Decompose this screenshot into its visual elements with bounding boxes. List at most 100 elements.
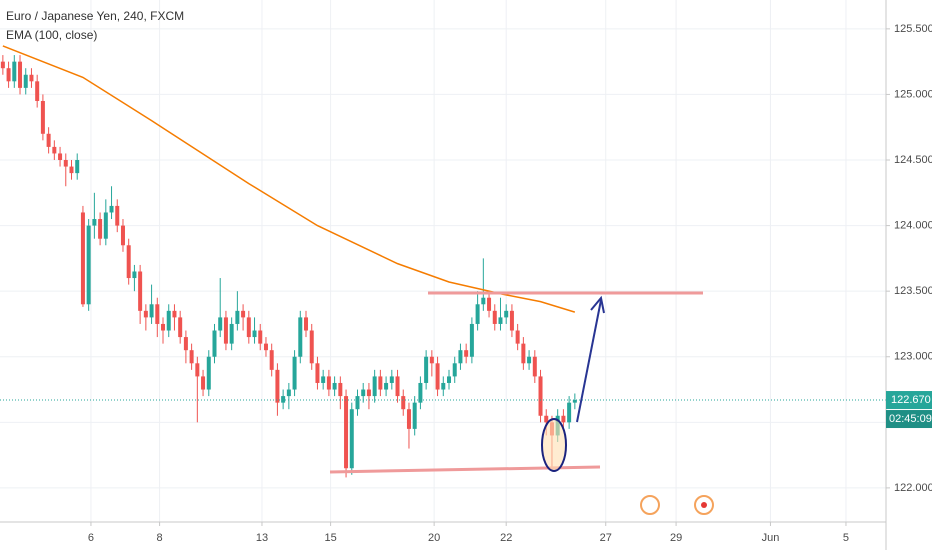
candle-body [98, 219, 103, 239]
x-tick-label: 8 [157, 532, 163, 544]
candle-body [406, 409, 411, 429]
candle-body [29, 74, 34, 82]
candle-body [401, 396, 406, 410]
ema-line [2, 45, 576, 313]
candle-body [75, 160, 80, 174]
plot [0, 45, 886, 478]
candle-body [532, 356, 537, 377]
candle-body [115, 205, 120, 226]
candle-body [143, 310, 148, 318]
candle-body [355, 396, 360, 410]
y-tick-label: 122.000 [894, 482, 932, 494]
candle-body [572, 400, 577, 403]
candle-body [86, 225, 91, 305]
arrow-head [590, 295, 605, 314]
candle-body [435, 363, 440, 390]
candle-body [361, 389, 366, 397]
candle-body [109, 205, 114, 213]
candle-body [567, 402, 572, 423]
candle-body [149, 304, 154, 318]
candle-body [481, 297, 486, 305]
candle-body [447, 376, 452, 383]
candle-body [281, 396, 286, 403]
candle-body [326, 376, 331, 390]
candle-body [201, 376, 206, 390]
candle-body [132, 271, 137, 279]
candle-body [126, 245, 131, 279]
candle-body [515, 330, 520, 344]
event-icon[interactable] [640, 495, 660, 515]
candle-body [338, 382, 343, 397]
candle-body [92, 219, 97, 226]
candle-body [246, 317, 251, 338]
last-price-tag [886, 391, 932, 410]
candle-body [161, 323, 166, 331]
candle-body [172, 310, 177, 318]
candle-body [252, 330, 257, 338]
candle-body [275, 369, 280, 403]
candle-body [395, 376, 400, 397]
candle-body [40, 100, 45, 134]
candle-body [498, 317, 503, 324]
x-tick-label: 6 [88, 532, 94, 544]
candle-body [509, 310, 514, 331]
candle-body [441, 382, 446, 390]
candle-body [218, 317, 223, 331]
candle-body [412, 402, 417, 429]
grid [0, 0, 886, 522]
candle-body [492, 310, 497, 324]
candle-body [452, 363, 457, 377]
candle-body [212, 330, 217, 357]
candle-body [469, 323, 474, 357]
candle-body [378, 376, 383, 390]
candle-body [223, 317, 228, 344]
candle-body [12, 61, 17, 82]
candle-body [366, 389, 371, 397]
candle-body [35, 81, 40, 101]
candle-body [315, 363, 320, 383]
candle-body [292, 356, 297, 390]
candle-body [475, 304, 480, 324]
candle-body [389, 376, 394, 383]
candle-body [18, 61, 23, 88]
x-tick-label: 22 [500, 532, 512, 544]
candle-body [321, 376, 326, 383]
candle-body [241, 310, 246, 318]
y-tick-label: 124.000 [894, 219, 932, 231]
candle-body [298, 317, 303, 357]
candle-body [138, 271, 143, 311]
candle-body [183, 337, 188, 351]
candle-body [504, 310, 509, 318]
candle-body [538, 376, 543, 416]
candle-body [6, 68, 11, 82]
candle-body [458, 350, 463, 364]
countdown-tag [886, 410, 932, 429]
candle-body [309, 330, 314, 364]
x-tick-label: 20 [428, 532, 440, 544]
candle-body [304, 317, 309, 331]
event-dot [701, 502, 707, 508]
candle-body [487, 297, 492, 311]
candle-body [424, 356, 429, 383]
candle-body [178, 317, 183, 338]
candle-body [269, 350, 274, 370]
candle-body [189, 350, 194, 364]
candle-body [195, 363, 200, 377]
candle-body [235, 310, 240, 324]
arrow-line [576, 299, 602, 423]
candle-body [69, 166, 74, 174]
candle-body [206, 356, 211, 390]
y-tick-label: 124.500 [894, 154, 932, 166]
countdown-label: 02:45:09 [889, 413, 932, 425]
candle-body [464, 350, 469, 357]
axis-labels: 122.000122.500123.000123.500124.000124.5… [88, 23, 932, 544]
x-tick-label: 29 [670, 532, 682, 544]
candle-body [263, 343, 268, 351]
candle-body [52, 146, 57, 154]
x-tick-label: 13 [256, 532, 268, 544]
x-tick-label: Jun [762, 532, 780, 544]
y-tick-label: 125.500 [894, 23, 932, 35]
y-tick-label: 123.000 [894, 351, 932, 363]
